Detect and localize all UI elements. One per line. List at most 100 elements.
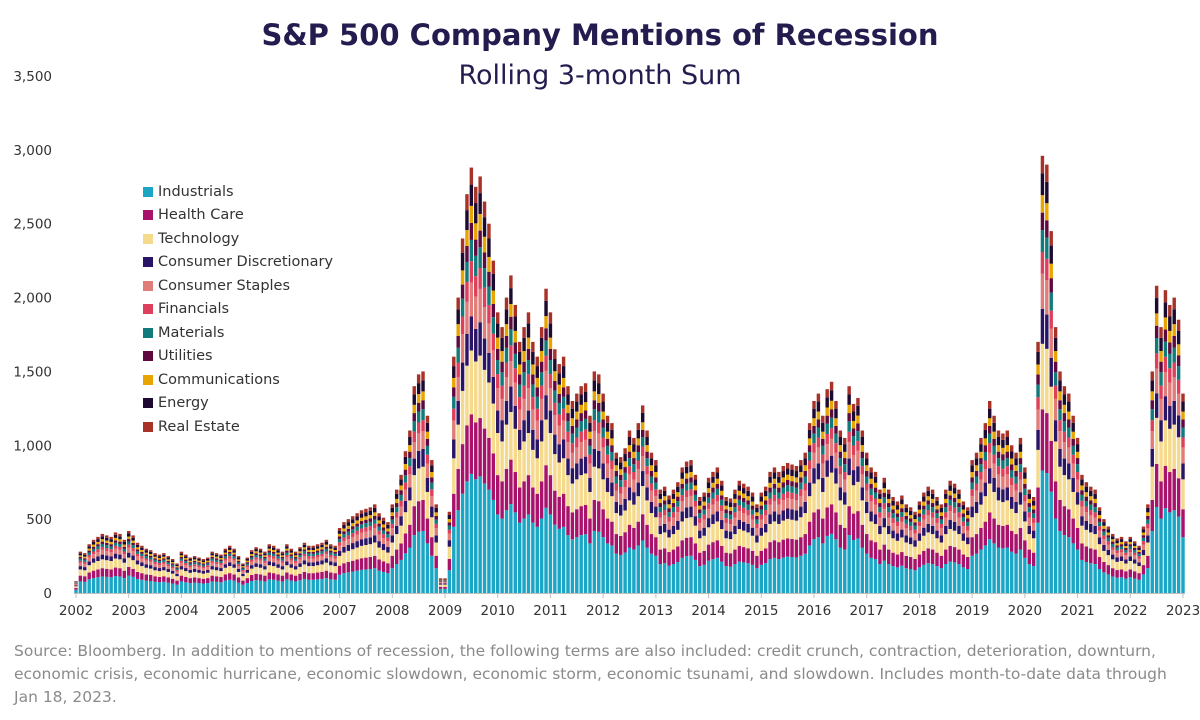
bar-segment [1124, 559, 1128, 564]
stacked-bar [654, 460, 658, 593]
bar-segment [100, 536, 105, 540]
bar-segment [337, 565, 342, 575]
bar-segment [214, 563, 219, 568]
bar-segment [746, 510, 750, 516]
bar-segment [496, 348, 500, 361]
bar-segment [746, 486, 750, 491]
bar-segment [500, 481, 504, 519]
bar-segment [1089, 486, 1093, 491]
bar-segment [394, 498, 399, 504]
bar-segment [434, 512, 438, 516]
chart-subtitle: Rolling 3-month Sum [458, 60, 742, 91]
bar-segment [188, 558, 192, 561]
bar-series [74, 155, 1185, 593]
bar-segment [957, 564, 961, 593]
bar-segment [131, 550, 135, 556]
bar-segment [504, 468, 509, 511]
bar-segment [241, 569, 245, 572]
bar-segment [763, 523, 768, 533]
bar-segment [566, 421, 570, 432]
bar-segment [1062, 506, 1067, 536]
bar-segment [315, 554, 320, 558]
bar-segment [623, 487, 627, 499]
bar-segment [293, 553, 298, 556]
bar-segment [1071, 543, 1075, 593]
bar-segment [1163, 329, 1168, 342]
bar-segment [843, 464, 847, 473]
bar-segment [601, 437, 605, 448]
bar-segment [724, 566, 728, 593]
bar-segment [803, 490, 807, 502]
bar-segment [785, 518, 790, 539]
bar-segment [487, 382, 491, 438]
bar-segment [671, 517, 676, 526]
bar-segment [500, 398, 504, 421]
bar-segment [500, 518, 504, 593]
bar-segment [170, 564, 175, 567]
bar-segment [109, 536, 113, 540]
bar-segment [957, 534, 961, 550]
bar-segment [878, 498, 882, 504]
bar-segment [188, 567, 192, 570]
bar-segment [904, 528, 908, 536]
bar-segment [535, 366, 539, 378]
bar-segment [421, 431, 425, 449]
bar-segment [131, 568, 135, 577]
bar-segment [394, 549, 399, 565]
bar-segment [746, 500, 750, 505]
bar-segment [1137, 566, 1141, 574]
bar-segment [1141, 529, 1146, 533]
bar-segment [671, 549, 676, 565]
bar-segment [676, 529, 680, 547]
bar-segment [614, 458, 619, 466]
stacked-bar [531, 341, 535, 593]
bar-segment [939, 542, 944, 556]
bar-segment [557, 384, 561, 394]
bar-segment [443, 588, 447, 593]
bar-segment [267, 550, 271, 553]
bar-segment [882, 497, 886, 504]
bar-segment [513, 405, 517, 429]
bar-segment [926, 515, 930, 524]
bar-segment [649, 476, 654, 484]
bar-segment [939, 515, 944, 520]
bar-segment [179, 566, 184, 570]
bar-segment [702, 492, 706, 497]
bar-segment [913, 511, 917, 516]
bar-segment [873, 487, 878, 493]
bar-segment [592, 409, 597, 421]
bar-segment [790, 519, 794, 540]
bar-segment [790, 557, 794, 593]
stacked-bar [671, 489, 676, 593]
bar-segment [258, 554, 263, 557]
bar-segment [148, 561, 153, 566]
bar-segment [794, 520, 799, 540]
bar-segment [122, 562, 127, 571]
bar-segment [1027, 549, 1031, 565]
bar-segment [1080, 494, 1084, 501]
bar-segment [526, 433, 531, 476]
bar-segment [394, 525, 399, 535]
bar-segment [118, 533, 122, 537]
legend-swatch [143, 257, 153, 268]
bar-segment [856, 440, 860, 451]
bar-segment [992, 422, 996, 432]
bar-segment [1084, 561, 1089, 593]
bar-segment [711, 504, 715, 515]
bar-segment [175, 576, 179, 581]
bar-segment [821, 438, 825, 446]
bar-segment [1014, 513, 1018, 535]
bar-segment [799, 477, 803, 483]
bar-segment [166, 557, 170, 560]
bar-segment [219, 568, 223, 572]
bar-segment [807, 468, 812, 483]
bar-segment [667, 504, 671, 509]
stacked-bar [289, 548, 293, 593]
bar-segment [478, 268, 482, 289]
bar-segment [676, 561, 680, 593]
bar-segment [838, 437, 843, 446]
bar-segment [605, 543, 610, 593]
bar-segment [821, 422, 825, 432]
bar-segment [522, 337, 526, 352]
bar-segment [900, 499, 904, 505]
